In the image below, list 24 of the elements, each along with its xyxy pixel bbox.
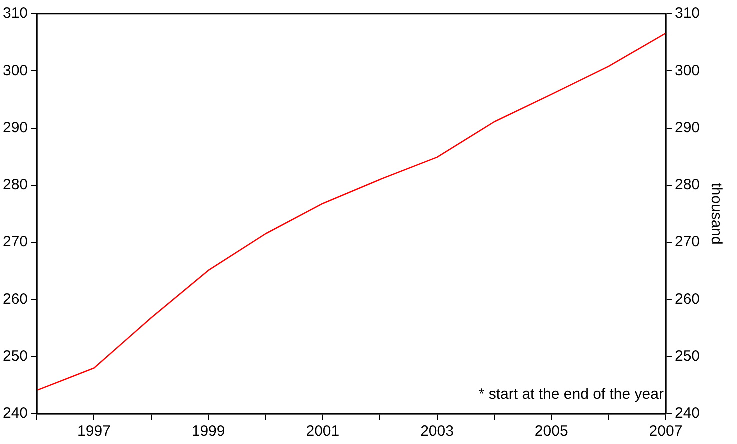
y2-tick-label: 280 — [674, 176, 700, 194]
y2-tick-label: 260 — [674, 290, 700, 308]
y2-tick-label: 270 — [674, 234, 700, 251]
y-tick-label: 300 — [2, 62, 28, 80]
y2-tick-label: 290 — [674, 119, 700, 136]
x-tick-label: 2005 — [534, 423, 568, 440]
y2-axis-title: thousand — [708, 183, 725, 245]
y2-tick-label: 310 — [674, 5, 700, 22]
y2-tick-label: 300 — [674, 62, 700, 80]
y-tick-label: 280 — [2, 176, 28, 194]
y2-tick-label: 240 — [674, 405, 700, 422]
y-tick-label: 250 — [2, 348, 28, 365]
annotation: * start at the end of the year — [478, 386, 664, 403]
x-tick-label: 1997 — [78, 423, 111, 440]
y-tick-label: 240 — [2, 405, 28, 422]
y-tick-label: 270 — [2, 234, 28, 251]
y2-tick-label: 250 — [674, 348, 700, 365]
x-tick-label: 2001 — [306, 423, 340, 440]
y-tick-label: 310 — [2, 5, 28, 22]
y-tick-label: 290 — [2, 119, 28, 136]
x-tick-label: 2003 — [420, 423, 454, 440]
y-tick-label: 260 — [2, 290, 28, 308]
x-tick-label: 1999 — [192, 423, 226, 440]
x-tick-label: 2007 — [649, 423, 683, 440]
